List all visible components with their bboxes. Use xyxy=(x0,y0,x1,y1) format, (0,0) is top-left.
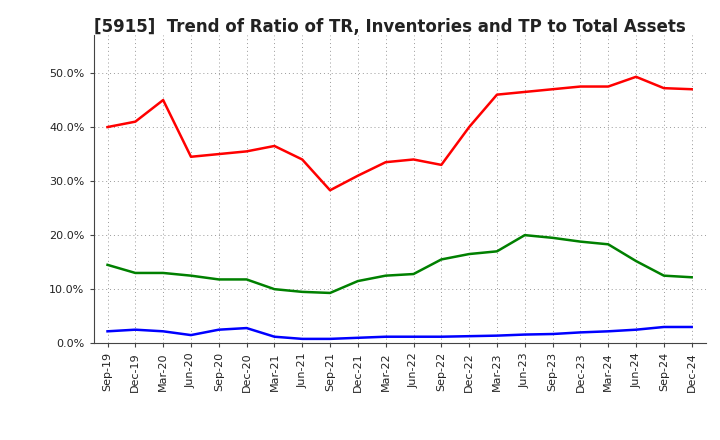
Trade Receivables xyxy=(103,125,112,130)
Trade Payables xyxy=(298,289,307,294)
Trade Receivables xyxy=(186,154,195,159)
Trade Receivables xyxy=(354,173,362,178)
Trade Payables xyxy=(242,277,251,282)
Trade Receivables xyxy=(242,149,251,154)
Trade Receivables xyxy=(131,119,140,124)
Trade Payables xyxy=(354,279,362,284)
Trade Receivables xyxy=(270,143,279,149)
Trade Receivables xyxy=(549,87,557,92)
Trade Receivables xyxy=(159,97,168,103)
Inventories xyxy=(409,334,418,339)
Trade Receivables xyxy=(382,160,390,165)
Inventories xyxy=(186,333,195,338)
Inventories xyxy=(631,327,640,332)
Trade Payables xyxy=(688,275,696,280)
Trade Receivables xyxy=(437,162,446,168)
Inventories xyxy=(437,334,446,339)
Trade Payables xyxy=(325,290,334,296)
Trade Receivables xyxy=(688,87,696,92)
Trade Receivables xyxy=(604,84,613,89)
Trade Payables xyxy=(437,257,446,262)
Inventories xyxy=(298,336,307,341)
Inventories xyxy=(688,324,696,330)
Inventories xyxy=(492,333,501,338)
Inventories xyxy=(521,332,529,337)
Inventories xyxy=(159,329,168,334)
Trade Payables xyxy=(492,249,501,254)
Trade Receivables xyxy=(631,74,640,80)
Inventories xyxy=(576,330,585,335)
Trade Receivables xyxy=(521,89,529,95)
Trade Payables xyxy=(409,271,418,277)
Text: [5915]  Trend of Ratio of TR, Inventories and TP to Total Assets: [5915] Trend of Ratio of TR, Inventories… xyxy=(94,18,685,36)
Trade Receivables xyxy=(409,157,418,162)
Inventories xyxy=(103,329,112,334)
Inventories xyxy=(354,335,362,341)
Trade Payables xyxy=(382,273,390,278)
Trade Payables xyxy=(576,239,585,244)
Trade Receivables xyxy=(215,151,223,157)
Trade Payables xyxy=(631,258,640,264)
Trade Receivables xyxy=(660,85,668,91)
Inventories xyxy=(604,329,613,334)
Trade Payables xyxy=(465,251,474,257)
Inventories xyxy=(325,336,334,341)
Line: Trade Payables: Trade Payables xyxy=(107,235,692,293)
Trade Payables xyxy=(131,270,140,275)
Trade Payables xyxy=(186,273,195,278)
Inventories xyxy=(465,334,474,339)
Trade Receivables xyxy=(465,125,474,130)
Trade Receivables xyxy=(576,84,585,89)
Trade Payables xyxy=(103,262,112,268)
Line: Trade Receivables: Trade Receivables xyxy=(107,77,692,190)
Inventories xyxy=(242,326,251,331)
Trade Payables xyxy=(660,273,668,278)
Inventories xyxy=(270,334,279,339)
Line: Inventories: Inventories xyxy=(107,327,692,339)
Trade Payables xyxy=(521,232,529,238)
Trade Receivables xyxy=(492,92,501,97)
Inventories xyxy=(660,324,668,330)
Trade Payables xyxy=(215,277,223,282)
Trade Payables xyxy=(604,242,613,247)
Trade Receivables xyxy=(325,187,334,193)
Trade Receivables xyxy=(298,157,307,162)
Inventories xyxy=(382,334,390,339)
Inventories xyxy=(131,327,140,332)
Trade Payables xyxy=(549,235,557,241)
Trade Payables xyxy=(159,270,168,275)
Inventories xyxy=(549,331,557,337)
Inventories xyxy=(215,327,223,332)
Trade Payables xyxy=(270,286,279,292)
